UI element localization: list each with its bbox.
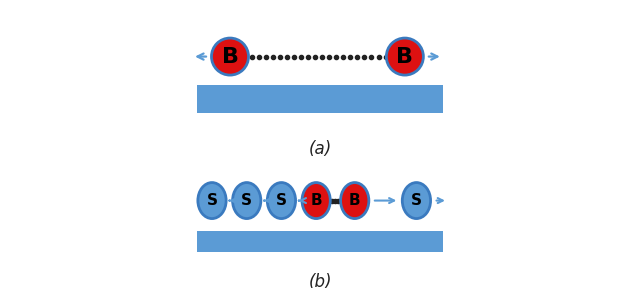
Text: B: B — [310, 193, 322, 208]
Ellipse shape — [302, 183, 330, 219]
Text: B: B — [396, 47, 413, 67]
FancyBboxPatch shape — [196, 85, 444, 113]
Text: S: S — [241, 193, 252, 208]
Text: B: B — [221, 47, 239, 67]
FancyBboxPatch shape — [196, 232, 444, 252]
Text: S: S — [411, 193, 422, 208]
Circle shape — [211, 38, 248, 75]
Ellipse shape — [232, 183, 261, 219]
Ellipse shape — [403, 183, 431, 219]
Ellipse shape — [268, 183, 296, 219]
Text: S: S — [207, 193, 218, 208]
Ellipse shape — [340, 183, 369, 219]
Text: (b): (b) — [308, 272, 332, 288]
Text: (a): (a) — [308, 140, 332, 158]
Circle shape — [387, 38, 424, 75]
Text: B: B — [349, 193, 360, 208]
Ellipse shape — [198, 183, 226, 219]
Text: S: S — [276, 193, 287, 208]
